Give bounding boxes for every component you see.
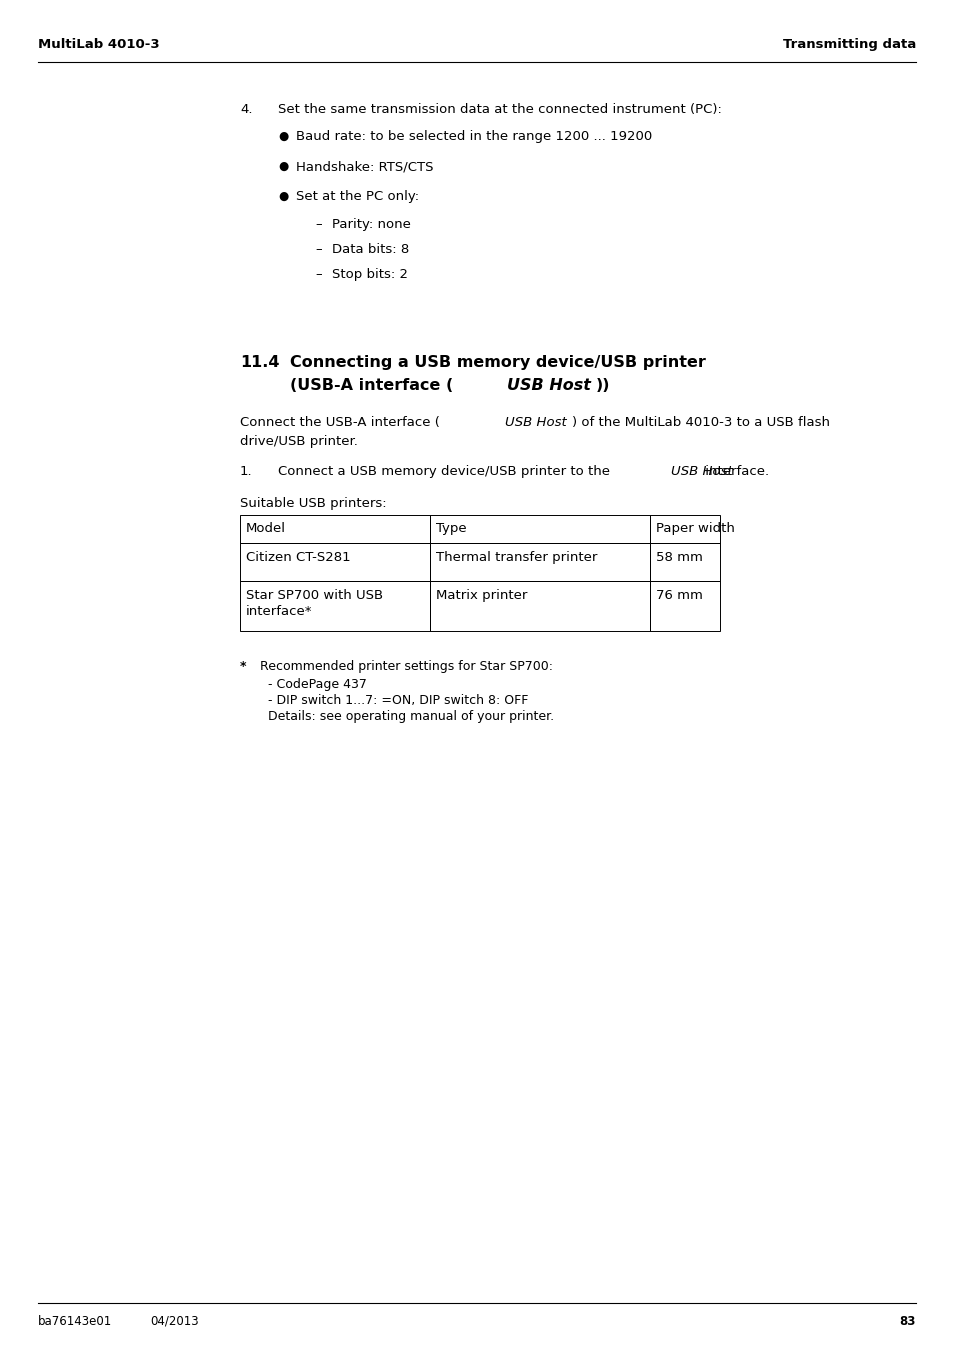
Text: 58 mm: 58 mm — [656, 551, 702, 563]
Text: USB Host: USB Host — [504, 416, 566, 430]
Bar — [430, 581, 649, 631]
Text: interface.: interface. — [700, 465, 768, 478]
Text: Paper width: Paper width — [656, 523, 734, 535]
Text: Transmitting data: Transmitting data — [781, 38, 915, 51]
Text: Stop bits: 2: Stop bits: 2 — [332, 267, 408, 281]
Text: drive/USB printer.: drive/USB printer. — [240, 435, 357, 449]
Bar — [649, 543, 720, 581]
Text: )): )) — [596, 378, 610, 393]
Text: Data bits: 8: Data bits: 8 — [332, 243, 409, 255]
Text: *: * — [240, 661, 246, 673]
Text: Baud rate: to be selected in the range 1200 ... 19200: Baud rate: to be selected in the range 1… — [295, 130, 652, 143]
Text: ●: ● — [277, 190, 288, 203]
Text: Recommended printer settings for Star SP700:: Recommended printer settings for Star SP… — [248, 661, 553, 673]
Bar — [240, 515, 430, 543]
Text: ●: ● — [277, 159, 288, 173]
Bar — [430, 515, 649, 543]
Text: Details: see operating manual of your printer.: Details: see operating manual of your pr… — [248, 711, 554, 723]
Text: Set the same transmission data at the connected instrument (PC):: Set the same transmission data at the co… — [277, 103, 721, 116]
Text: ) of the MultiLab 4010-3 to a USB flash: ) of the MultiLab 4010-3 to a USB flash — [572, 416, 830, 430]
Text: ●: ● — [277, 130, 288, 143]
Bar — [649, 515, 720, 543]
Text: ba76143e01: ba76143e01 — [38, 1315, 112, 1328]
Text: Parity: none: Parity: none — [332, 218, 411, 231]
Text: Set at the PC only:: Set at the PC only: — [295, 190, 418, 203]
Text: 83: 83 — [899, 1315, 915, 1328]
Text: USB Host: USB Host — [670, 465, 732, 478]
Text: MultiLab 4010-3: MultiLab 4010-3 — [38, 38, 159, 51]
Text: Model: Model — [246, 523, 286, 535]
Text: 1.: 1. — [240, 465, 253, 478]
Text: Star SP700 with USB: Star SP700 with USB — [246, 589, 383, 603]
Text: –: – — [314, 267, 321, 281]
Text: - DIP switch 1...7: =ON, DIP switch 8: OFF: - DIP switch 1...7: =ON, DIP switch 8: O… — [248, 694, 528, 707]
Text: Suitable USB printers:: Suitable USB printers: — [240, 497, 386, 509]
Text: - CodePage 437: - CodePage 437 — [248, 678, 367, 690]
Text: 76 mm: 76 mm — [656, 589, 702, 603]
Text: (USB-A interface (: (USB-A interface ( — [290, 378, 453, 393]
Text: Citizen CT-S281: Citizen CT-S281 — [246, 551, 351, 563]
Text: 4.: 4. — [240, 103, 253, 116]
Text: Connect a USB memory device/USB printer to the: Connect a USB memory device/USB printer … — [277, 465, 614, 478]
Text: Type: Type — [436, 523, 466, 535]
Text: –: – — [314, 243, 321, 255]
Text: Thermal transfer printer: Thermal transfer printer — [436, 551, 597, 563]
Text: Connecting a USB memory device/USB printer: Connecting a USB memory device/USB print… — [290, 355, 705, 370]
Bar — [240, 543, 430, 581]
Bar — [240, 581, 430, 631]
Text: Connect the USB-A interface (: Connect the USB-A interface ( — [240, 416, 439, 430]
Text: 04/2013: 04/2013 — [150, 1315, 198, 1328]
Text: Matrix printer: Matrix printer — [436, 589, 527, 603]
Text: Handshake: RTS/CTS: Handshake: RTS/CTS — [295, 159, 433, 173]
Bar — [649, 581, 720, 631]
Text: 11.4: 11.4 — [240, 355, 279, 370]
Text: –: – — [314, 218, 321, 231]
Text: USB Host: USB Host — [507, 378, 591, 393]
Bar — [430, 543, 649, 581]
Text: interface*: interface* — [246, 605, 313, 617]
